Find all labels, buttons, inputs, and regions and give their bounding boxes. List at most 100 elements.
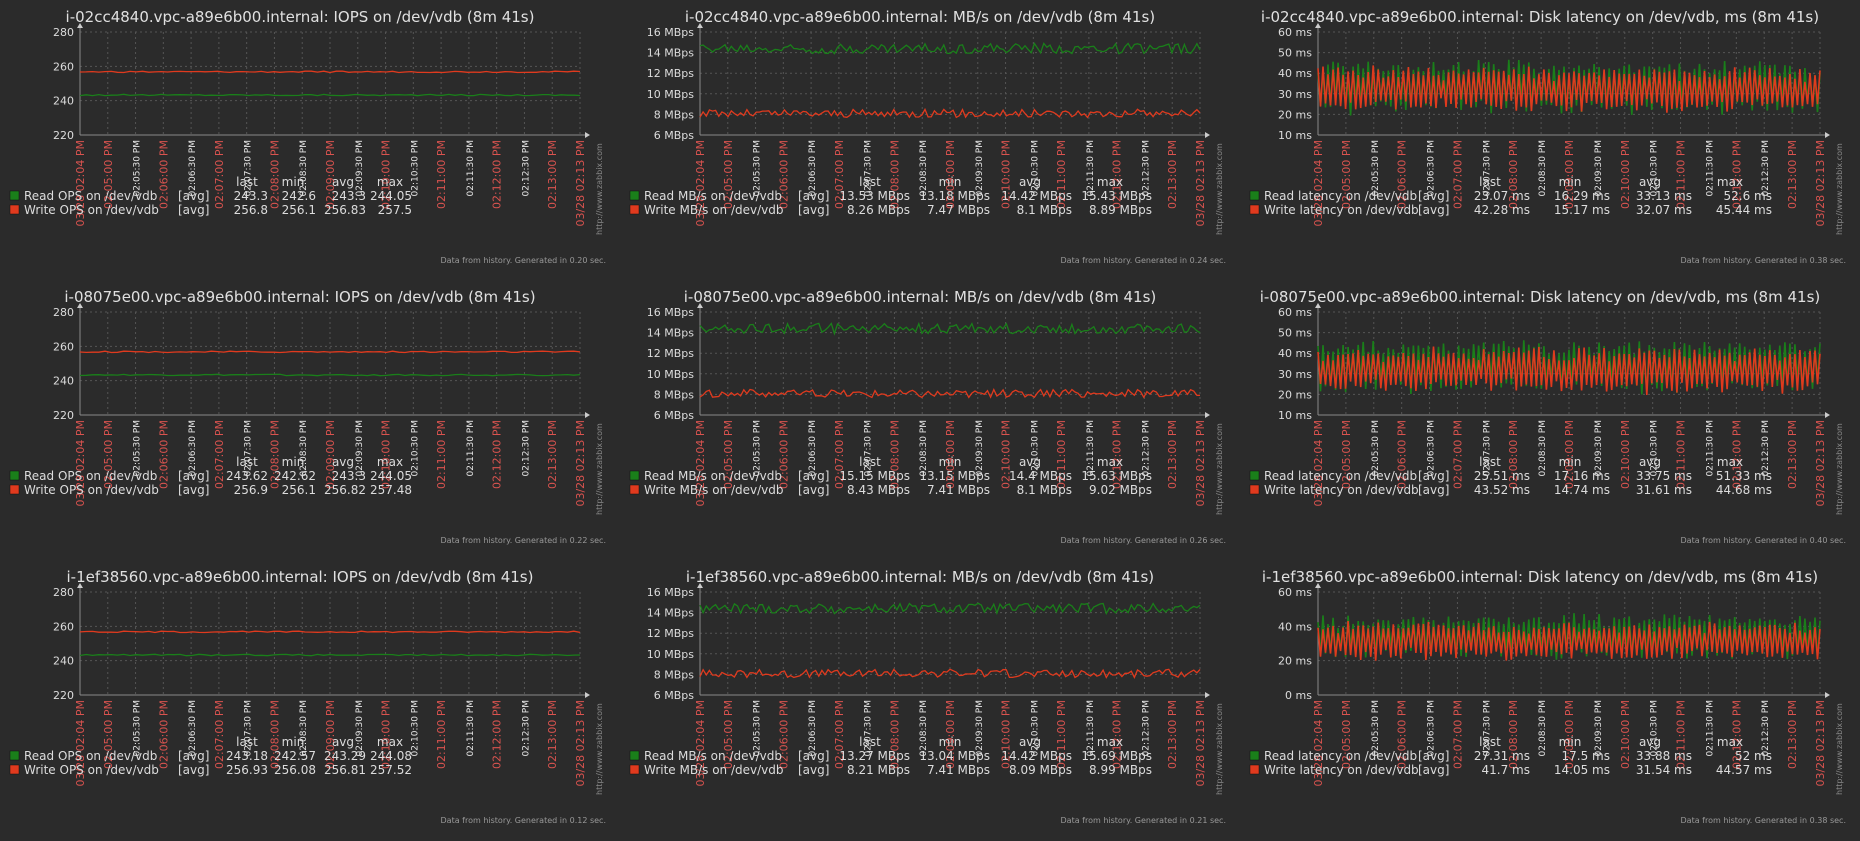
read-legend-swatch — [629, 750, 640, 761]
x-tick-label: 02:08:00 PM — [888, 140, 901, 209]
x-tick-label: 02:08:30 PM — [299, 700, 309, 756]
legend-series-name: Read latency on /dev/vdb — [1264, 749, 1417, 763]
legend-series-name: Read OPS on /dev/vdb — [24, 749, 157, 763]
x-tick-label: 02:08:30 PM — [919, 140, 929, 196]
legend-header-last: last — [236, 455, 258, 469]
x-tick-label: 02:12:30 PM — [521, 140, 531, 196]
x-tick-label: 02:10:00 PM — [1619, 140, 1632, 209]
legend-header-avg: avg — [1019, 735, 1041, 749]
y-axis-arrow — [1315, 583, 1321, 588]
legend-header-max: max — [1717, 455, 1743, 469]
x-tick-label: 02:10:00 PM — [1000, 420, 1013, 489]
legend-max-value: 244.08 — [370, 749, 412, 763]
legend-header-min: min — [282, 735, 305, 749]
chart-panel-3: i-02cc4840.vpc-a89e6b00.internal: Disk l… — [1249, 8, 1846, 265]
chart-title: i-02cc4840.vpc-a89e6b00.internal: Disk l… — [1261, 8, 1819, 26]
x-tick-label: 02:12:00 PM — [491, 420, 504, 489]
chart-footer: Data from history. Generated in 0.12 sec… — [441, 816, 606, 825]
legend-header-last: last — [1479, 175, 1501, 189]
chart-panel-8: i-1ef38560.vpc-a89e6b00.internal: MB/s o… — [629, 568, 1226, 825]
x-tick-label: 02:07:00 PM — [213, 420, 226, 489]
x-tick-label: 02:12:00 PM — [491, 700, 504, 769]
x-axis-arrow — [1205, 692, 1210, 698]
y-tick-label: 6 MBps — [654, 689, 695, 702]
y-tick-label: 20 ms — [1278, 108, 1312, 121]
y-tick-label: 8 MBps — [654, 388, 695, 401]
read-legend-swatch — [9, 750, 20, 761]
legend-last-value: 13.53 MBps — [839, 189, 910, 203]
legend-func: [avg] — [798, 483, 829, 497]
legend-max-value: 257.5 — [378, 203, 412, 217]
y-tick-label: 14 MBps — [647, 47, 695, 60]
y-tick-label: 30 ms — [1278, 88, 1312, 101]
x-tick-label: 02:07:00 PM — [833, 420, 846, 489]
y-tick-label: 280 — [53, 306, 74, 319]
chart-title: i-1ef38560.vpc-a89e6b00.internal: MB/s o… — [686, 568, 1154, 586]
write-legend-swatch — [9, 484, 20, 495]
x-tick-label: 02:11:30 PM — [1086, 700, 1096, 756]
x-tick-label: 02:12:30 PM — [1141, 140, 1151, 196]
x-tick-label: 02:10:30 PM — [410, 140, 420, 196]
y-tick-label: 10 MBps — [647, 648, 695, 661]
legend-min-value: 17.5 ms — [1562, 749, 1610, 763]
legend-max-value: 44.68 ms — [1716, 483, 1772, 497]
legend-series-name: Read OPS on /dev/vdb — [24, 189, 157, 203]
legend-series-name: Read MB/s on /dev/vdb — [644, 469, 782, 483]
x-tick-label: 02:06:00 PM — [777, 700, 790, 769]
x-tick-label: 02:07:00 PM — [1451, 700, 1464, 769]
x-tick-label: 02:13:00 PM — [546, 140, 559, 209]
legend-last-value: 27.31 ms — [1474, 749, 1530, 763]
y-tick-label: 10 MBps — [647, 88, 695, 101]
y-tick-label: 8 MBps — [654, 668, 695, 681]
legend-min-value: 13.18 MBps — [919, 189, 990, 203]
x-tick-label: 02:10:30 PM — [410, 700, 420, 756]
legend-func: [avg] — [798, 203, 829, 217]
x-tick-label: 02:07:30 PM — [1482, 140, 1492, 196]
legend-func: [avg] — [1418, 483, 1449, 497]
legend-avg-value: 256.81 — [324, 763, 366, 777]
legend-last-value: 43.52 ms — [1474, 483, 1530, 497]
legend-avg-value: 8.09 MBps — [1009, 763, 1072, 777]
x-tick-label: 02:09:00 PM — [1563, 700, 1576, 769]
legend-min-value: 13.15 MBps — [919, 469, 990, 483]
write-series-line — [1317, 65, 1821, 113]
legend-header-min: min — [1559, 175, 1582, 189]
y-tick-label: 280 — [53, 26, 74, 39]
x-tick-label: 02:10:30 PM — [1030, 420, 1040, 476]
chart-panel-5: i-08075e00.vpc-a89e6b00.internal: MB/s o… — [629, 288, 1226, 545]
legend-min-value: 14.74 ms — [1554, 483, 1610, 497]
x-tick-label: 02:08:30 PM — [1538, 420, 1548, 476]
x-tick-label: 02:12:00 PM — [491, 140, 504, 209]
legend-min-value: 13.04 MBps — [919, 749, 990, 763]
chart-title: i-08075e00.vpc-a89e6b00.internal: IOPS o… — [64, 288, 535, 306]
legend-series-name: Write OPS on /dev/vdb — [24, 203, 159, 217]
legend-header-max: max — [1097, 175, 1123, 189]
x-tick-label: 02:10:00 PM — [1000, 140, 1013, 209]
write-legend-swatch — [9, 204, 20, 215]
x-axis-arrow — [585, 132, 590, 138]
legend-last-value: 8.21 MBps — [847, 763, 910, 777]
x-tick-label: 03/28 02:04 PM — [694, 420, 707, 507]
x-tick-label: 02:05:30 PM — [133, 420, 143, 476]
legend-header-last: last — [1479, 455, 1501, 469]
x-tick-label: 03/28 02:04 PM — [74, 700, 87, 787]
y-tick-label: 60 ms — [1278, 26, 1312, 39]
x-tick-label: 02:06:30 PM — [1427, 420, 1437, 476]
x-tick-label: 02:07:00 PM — [833, 140, 846, 209]
x-tick-label: 02:11:00 PM — [435, 700, 448, 769]
write-legend-swatch — [1249, 764, 1260, 775]
x-tick-label: 02:12:30 PM — [1761, 700, 1771, 756]
legend-last-value: 42.28 ms — [1474, 203, 1530, 217]
write-legend-swatch — [1249, 484, 1260, 495]
x-tick-label: 02:13:00 PM — [1166, 420, 1179, 489]
zabbix-watermark: http://www.zabbix.com — [595, 423, 604, 515]
x-tick-label: 02:06:00 PM — [1396, 700, 1409, 769]
legend-func: [avg] — [1418, 203, 1449, 217]
legend-series-name: Write MB/s on /dev/vdb — [644, 483, 783, 497]
legend-header-max: max — [1097, 455, 1123, 469]
x-tick-label: 02:13:00 PM — [1166, 700, 1179, 769]
legend-header-last: last — [859, 455, 881, 469]
x-tick-label: 03/28 02:13 PM — [1814, 700, 1827, 787]
x-tick-label: 02:06:30 PM — [188, 140, 198, 196]
x-tick-label: 02:08:30 PM — [919, 700, 929, 756]
